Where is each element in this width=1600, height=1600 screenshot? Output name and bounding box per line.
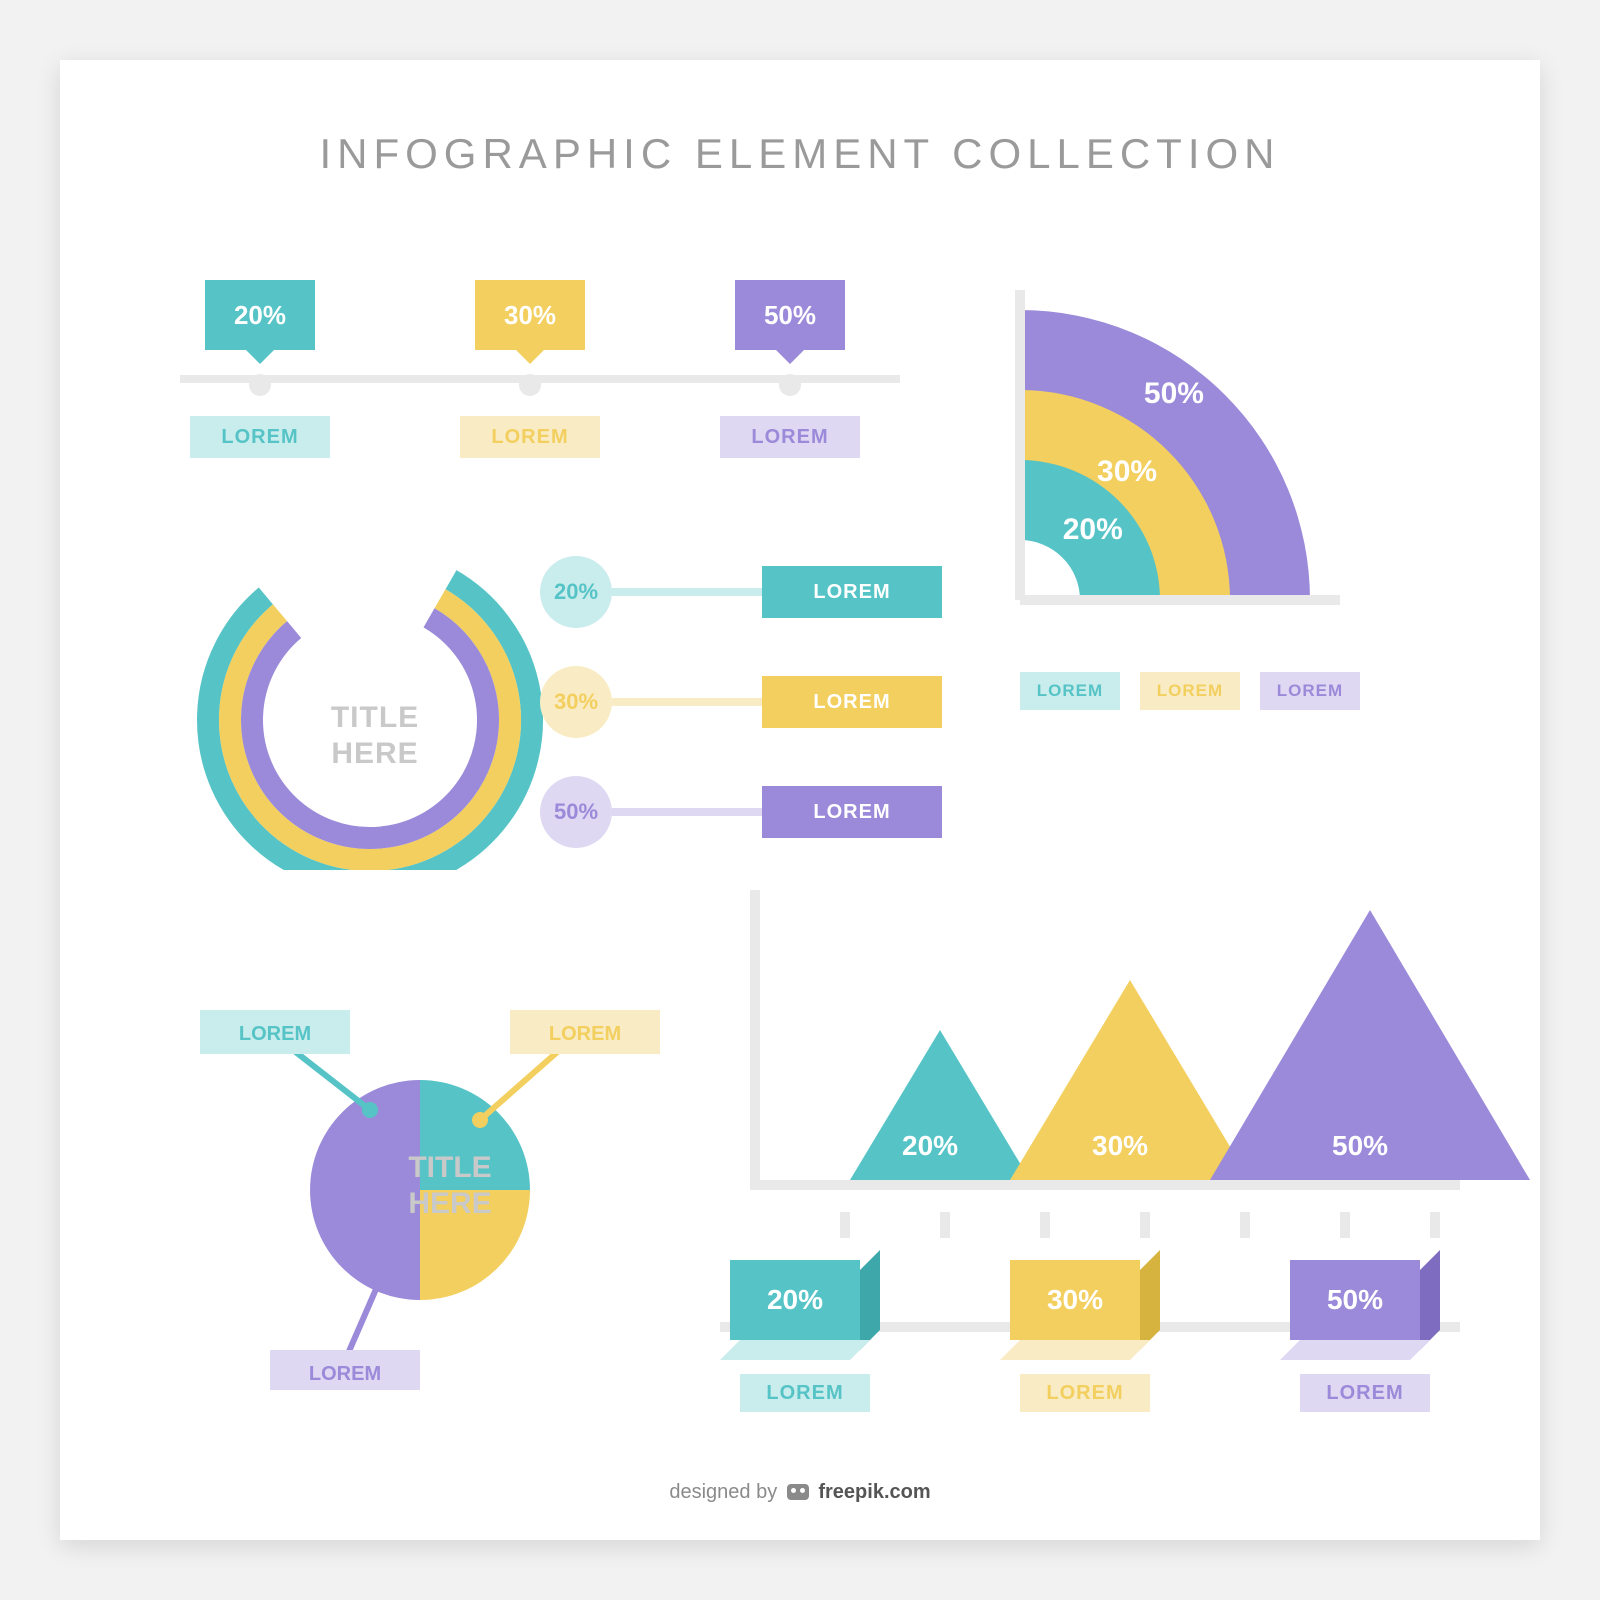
pie-leader-dot xyxy=(362,1102,378,1118)
box-face-side xyxy=(860,1250,880,1350)
triangle-tick xyxy=(1140,1212,1150,1238)
triangle-axis-y xyxy=(750,890,760,1190)
timeline-value-box: 50% xyxy=(735,280,845,350)
fan-legend-item: LOREM xyxy=(1260,672,1360,710)
fan-legend-item: LOREM xyxy=(1140,672,1240,710)
pie-leader-dot xyxy=(472,1112,488,1128)
pie-label-text: LOREM xyxy=(549,1023,621,1045)
triangle-tick xyxy=(840,1212,850,1238)
box-3d: 20% xyxy=(730,1260,880,1360)
box-face-bottom xyxy=(1000,1340,1150,1360)
box-label: LOREM xyxy=(1020,1374,1150,1412)
pie-label-text: LOREM xyxy=(309,1363,381,1385)
ring-callout-bubble: 30% xyxy=(540,666,612,738)
pie-leader-dot xyxy=(372,1272,388,1288)
triangle-tick xyxy=(1430,1212,1440,1238)
box-item: 30% LOREM xyxy=(1000,1260,1170,1412)
timeline-item: 50% LOREM xyxy=(710,280,870,458)
fan-legend-item: LOREM xyxy=(1020,672,1120,710)
ring-title: TITLEHERE xyxy=(275,700,475,772)
triangle-tick xyxy=(1340,1212,1350,1238)
timeline-value-box: 30% xyxy=(475,280,585,350)
robot-icon xyxy=(787,1484,809,1500)
footer-credit: designed by freepik.com xyxy=(60,1481,1540,1504)
fan-value: 20% xyxy=(1063,513,1123,546)
timeline-label: LOREM xyxy=(460,416,600,458)
box-face-front: 50% xyxy=(1290,1260,1420,1340)
fan-value: 30% xyxy=(1097,455,1157,488)
ring-callout-bubble: 20% xyxy=(540,556,612,628)
timeline-pointer-icon xyxy=(516,350,544,364)
triangle-tick xyxy=(1240,1212,1250,1238)
triangle-item: 50% xyxy=(1210,910,1530,1180)
timeline-pointer-icon xyxy=(776,350,804,364)
fan-value: 50% xyxy=(1144,377,1204,410)
ring-callout-connector xyxy=(612,808,762,816)
element-timeline: 20% LOREM 30% LOREM 50% LOREM xyxy=(180,280,900,480)
triangle-axis-x xyxy=(750,1180,1460,1190)
fan-legend: LOREM LOREM LOREM xyxy=(1020,672,1360,710)
box-face-side xyxy=(1140,1250,1160,1350)
ring-callout-label: LOREM xyxy=(762,566,942,618)
element-radial-fan: 50% 30% 20% LOREM LOREM LOREM xyxy=(980,280,1460,710)
ring-callout-label: LOREM xyxy=(762,786,942,838)
box-face-side xyxy=(1420,1250,1440,1350)
triangle-tick xyxy=(1040,1212,1050,1238)
fan-chart: 50% 30% 20% xyxy=(980,280,1460,640)
triangle-value: 50% xyxy=(1332,1130,1388,1162)
timeline-item: 30% LOREM xyxy=(450,280,610,458)
ring-callout: 50% LOREM xyxy=(540,776,942,848)
timeline-label: LOREM xyxy=(190,416,330,458)
ring-callout-bubble: 50% xyxy=(540,776,612,848)
box-label: LOREM xyxy=(1300,1374,1430,1412)
timeline-label: LOREM xyxy=(720,416,860,458)
triangle-item: 20% xyxy=(850,1030,1030,1180)
ring-callout: 20% LOREM xyxy=(540,556,942,628)
timeline-dot xyxy=(519,374,541,396)
box-label: LOREM xyxy=(740,1374,870,1412)
ring-callout: 30% LOREM xyxy=(540,666,942,738)
box-item: 20% LOREM xyxy=(720,1260,890,1412)
ring-callout-connector xyxy=(612,588,762,596)
triangle-tick xyxy=(940,1212,950,1238)
timeline-value-box: 20% xyxy=(205,280,315,350)
box-face-front: 30% xyxy=(1010,1260,1140,1340)
box-face-bottom xyxy=(720,1340,870,1360)
triangle-value: 20% xyxy=(902,1130,958,1162)
timeline-item: 20% LOREM xyxy=(180,280,340,458)
timeline-dot xyxy=(249,374,271,396)
box-3d: 30% xyxy=(1010,1260,1160,1360)
infographic-card: INFOGRAPHIC ELEMENT COLLECTION 20%LOREM3… xyxy=(60,60,1540,1540)
timeline-pointer-icon xyxy=(246,350,274,364)
box-3d: 50% xyxy=(1290,1260,1440,1360)
ring-callout-connector xyxy=(612,698,762,706)
element-ring: TITLEHERE 20%LOREM30%LOREM50%LOREM xyxy=(170,530,930,870)
timeline-dot xyxy=(779,374,801,396)
box-face-bottom xyxy=(1280,1340,1430,1360)
triangle-value: 30% xyxy=(1092,1130,1148,1162)
box-item: 50% LOREM xyxy=(1280,1260,1450,1412)
ring-callout-label: LOREM xyxy=(762,676,942,728)
pie-label-text: LOREM xyxy=(239,1023,311,1045)
element-pie: LOREM LOREM LOREM TITLEHERE xyxy=(180,950,660,1390)
element-3d-boxes: 20% LOREM 30% LOREM 50% LOREM xyxy=(720,1260,1460,1460)
pie-title: TITLEHERE xyxy=(350,1150,550,1222)
page-title: INFOGRAPHIC ELEMENT COLLECTION xyxy=(150,130,1450,178)
element-triangles: 20% 30% 50% xyxy=(720,890,1460,1230)
box-face-front: 20% xyxy=(730,1260,860,1340)
